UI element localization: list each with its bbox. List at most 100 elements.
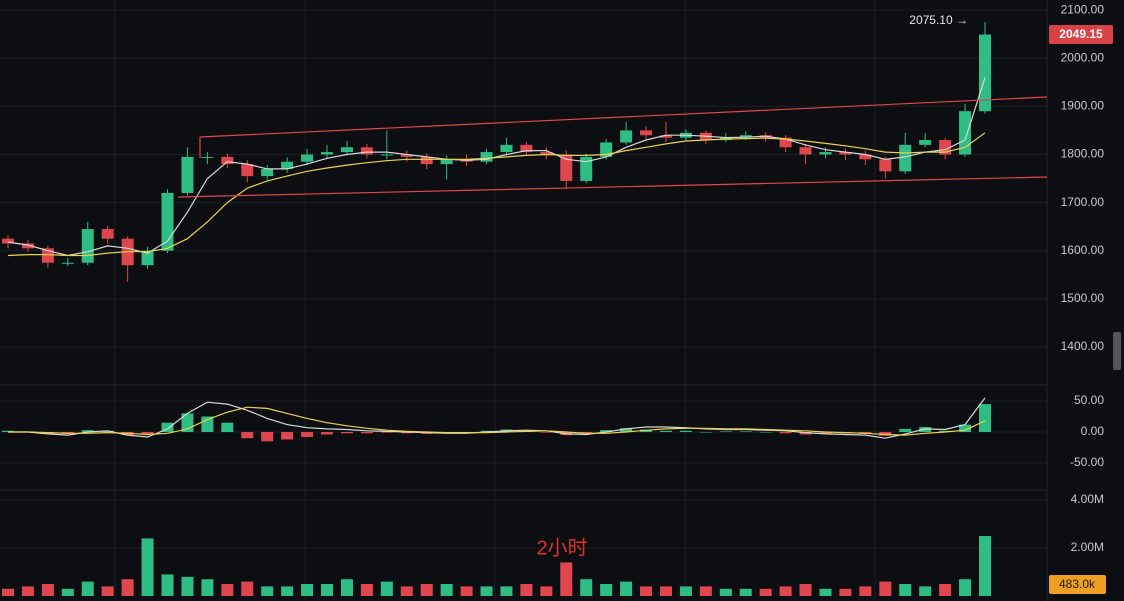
- candle-body: [81, 229, 94, 263]
- volume-bar: [440, 584, 453, 596]
- volume-bar: [600, 584, 613, 596]
- volume-bar: [81, 581, 94, 596]
- volume-bar: [759, 588, 772, 596]
- candle-body: [620, 130, 633, 143]
- candle-body: [480, 152, 493, 162]
- candle-body: [739, 135, 752, 138]
- volume-bar: [799, 584, 812, 596]
- macd-bar: [360, 432, 373, 434]
- volume-bar: [121, 579, 134, 596]
- volume-box: [1049, 575, 1106, 594]
- macd-bar: [759, 432, 772, 433]
- candle-body: [340, 147, 353, 153]
- candle-body: [520, 144, 533, 153]
- candle-body: [919, 140, 932, 145]
- volume-bar: [420, 584, 433, 596]
- volume-bar: [241, 581, 254, 596]
- y-tick-label: 2100.00: [1061, 2, 1105, 16]
- volume-bar: [61, 588, 74, 596]
- volume-bar: [321, 584, 334, 596]
- volume-bar: [819, 588, 832, 596]
- candle-body: [181, 156, 194, 193]
- macd-bar: [719, 431, 732, 433]
- timeframe-annotation: 2小时: [536, 536, 587, 559]
- volume-bar: [500, 586, 513, 596]
- volume-bar: [919, 586, 932, 596]
- volume-bar: [679, 586, 692, 596]
- candle-body: [241, 164, 254, 177]
- candle-body: [380, 154, 393, 156]
- candle-body: [400, 154, 413, 157]
- volume-current-label: 483.0k: [1059, 577, 1096, 591]
- volume-bar: [879, 581, 892, 596]
- candle-body: [221, 156, 234, 165]
- last-price-box: [1049, 25, 1113, 44]
- volume-bar: [221, 584, 234, 596]
- volume-bar: [640, 586, 653, 596]
- candle-body: [879, 159, 892, 172]
- candle-body: [540, 152, 553, 155]
- volume-bar: [560, 562, 573, 596]
- indicator-line: [7, 132, 986, 257]
- candle-body: [101, 229, 114, 239]
- macd-bar: [380, 432, 393, 433]
- volume-bar: [2, 588, 14, 596]
- volume-bar: [340, 579, 353, 596]
- candle-body: [301, 154, 314, 162]
- candle-body: [360, 147, 373, 155]
- volume-bar: [959, 579, 972, 596]
- volume-bar: [839, 588, 852, 596]
- macd-bar: [2, 430, 14, 433]
- volume-bar: [480, 586, 493, 596]
- macd-bar: [241, 432, 254, 439]
- volume-bar: [161, 574, 174, 596]
- candle-body: [799, 147, 812, 155]
- candle-body: [440, 159, 453, 165]
- volume-bar: [719, 588, 732, 596]
- candle-body: [261, 168, 274, 177]
- volume-bar: [360, 584, 373, 596]
- volume-bar: [301, 584, 314, 596]
- scrollbar[interactable]: [1113, 332, 1121, 370]
- volume-bar: [899, 584, 912, 596]
- candle-body: [580, 156, 593, 181]
- volume-bar: [580, 579, 593, 596]
- volume-bar: [620, 581, 633, 596]
- macd-bar: [699, 432, 712, 433]
- candle-body: [61, 262, 74, 264]
- candle-body: [2, 238, 14, 244]
- channel-lower: [177, 176, 1048, 198]
- y-tick-label: 1700.00: [1061, 195, 1105, 209]
- macd-bar: [340, 432, 353, 434]
- macd-bar: [400, 432, 413, 434]
- y-tick-label: 1500.00: [1061, 291, 1105, 305]
- candle-body: [959, 111, 972, 155]
- volume-bar: [41, 584, 54, 596]
- macd-bar: [161, 422, 174, 433]
- y-tick-label: 4.00M: [1071, 492, 1104, 506]
- macd-bar: [141, 432, 154, 434]
- candle-body: [500, 144, 513, 153]
- candle-body: [640, 130, 653, 136]
- volume-bar: [939, 584, 952, 596]
- macd-bar: [540, 432, 553, 433]
- high-annotation: 2075.10 →: [909, 13, 968, 27]
- indicator-line: [8, 406, 986, 436]
- macd-bar: [979, 404, 991, 433]
- volume-bar: [739, 588, 752, 596]
- macd-bar: [81, 430, 94, 433]
- candle-body: [779, 137, 792, 148]
- volume-bar: [21, 586, 34, 596]
- candle-body: [321, 152, 334, 155]
- macd-bar: [739, 431, 752, 433]
- candle-body: [560, 154, 573, 181]
- volume-bar: [261, 586, 274, 596]
- volume-bar: [201, 579, 214, 596]
- macd-bar: [959, 424, 972, 433]
- indicator-line: [7, 77, 986, 257]
- candle-body: [141, 250, 154, 266]
- volume-bar: [181, 576, 194, 596]
- macd-bar: [659, 430, 672, 433]
- y-tick-label: 1900.00: [1061, 99, 1105, 113]
